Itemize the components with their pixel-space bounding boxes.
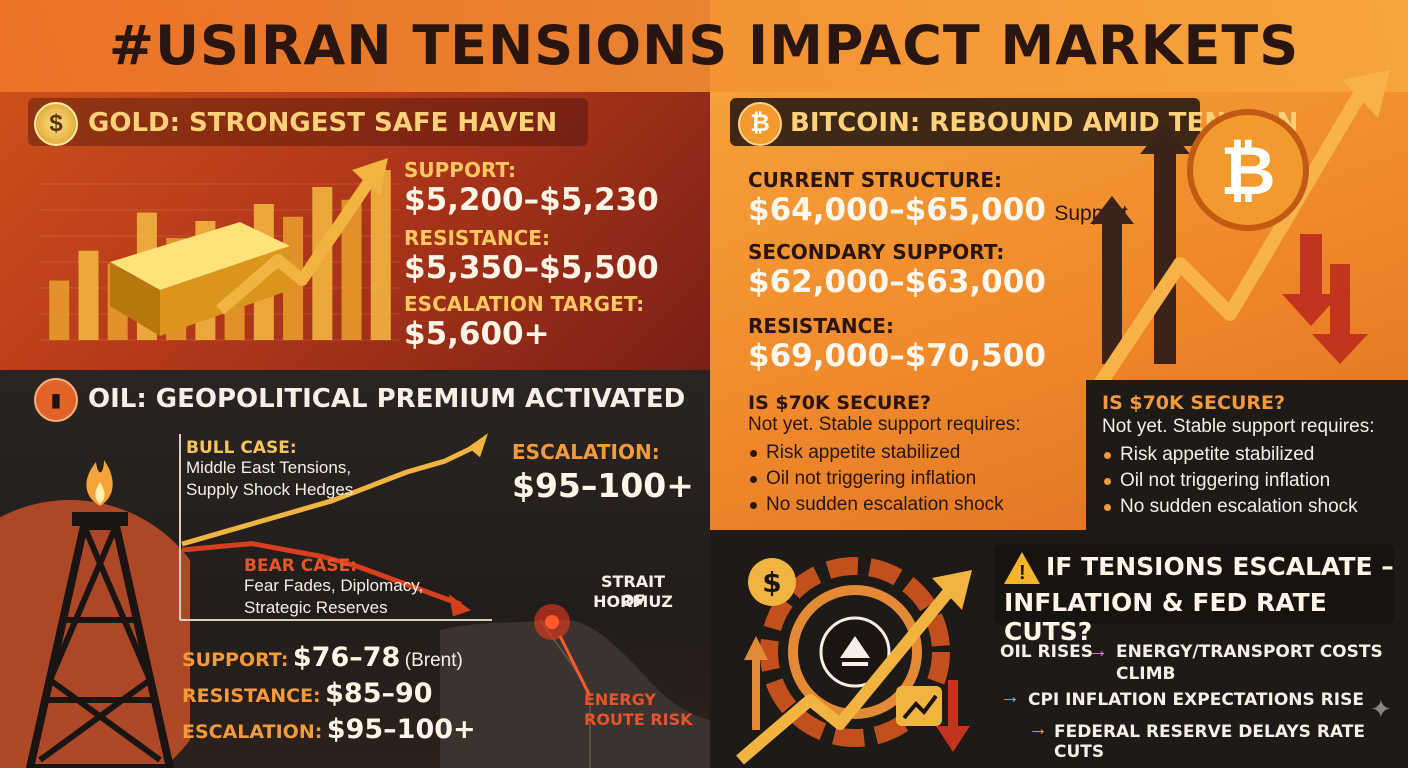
oil-support-row: SUPPORT: $76–78 (Brent) [182,642,463,673]
arrow-right-icon: → [1088,640,1108,662]
oil-support-label: SUPPORT: [182,649,289,671]
oil-resistance-label: RESISTANCE: [182,685,321,707]
gold-resistance-value: $5,350–$5,500 [404,250,659,286]
gold-support-label: SUPPORT: [404,158,517,182]
oil-support-value: $76–78 [292,642,401,673]
btc-answer-left: Not yet. Stable support requires: [748,414,1021,435]
condition-item: Oil not triggering inflation [1102,468,1358,494]
bear-case-line [181,541,462,607]
step2-text: CPI INFLATION EXPECTATIONS RISE [1028,690,1364,710]
page-title: #USIRAN TENSIONS IMPACT MARKETS [108,14,1300,77]
hormuz-map-illustration [440,604,710,768]
bear-case-label: BEAR CASE: [244,556,358,576]
oil-scenario-chart [179,433,492,621]
bullet-dot [1104,452,1111,459]
btc-resistance-value: $69,000–$70,500 [748,338,1046,374]
gold-bar [312,187,333,340]
oil-esc-value: $95–100+ [326,714,476,745]
gold-bar [370,170,391,340]
condition-item: No sudden escalation shock [748,492,1004,518]
bear-case-text-2: Strategic Reserves [244,598,388,617]
btc-question-right: IS $70K SECURE? [1102,392,1286,414]
step3-text: FEDERAL RESERVE DELAYS RATE CUTS [1054,722,1365,762]
condition-item: Oil not triggering inflation [748,466,1004,492]
bullet-dot [1104,478,1111,485]
warning-triangle-icon [1004,552,1040,584]
gold-target-label: ESCALATION TARGET: [404,292,645,316]
gold-heading-bar [28,98,588,146]
oil-heading: OIL: GEOPOLITICAL PREMIUM ACTIVATED [88,384,686,414]
energy-risk-label-2: ROUTE RISK [584,710,693,729]
gold-chart [40,158,400,341]
svg-text:₿: ₿ [1220,132,1275,211]
btc-current-label: CURRENT STRUCTURE: [748,168,1003,192]
oil-resistance-value: $85–90 [325,678,433,709]
gold-bar [78,250,99,340]
escalation-heading-1: IF TENSIONS ESCALATE – [1046,552,1394,581]
dollar-coin-icon: $ [34,102,78,146]
bullet-dot [750,502,757,509]
gold-target-value: $5,600+ [404,316,550,352]
oil-escalation-value: $95–100+ [512,466,694,505]
condition-item: Risk appetite stabilized [1102,442,1358,468]
btc-answer-right: Not yet. Stable support requires: [1102,416,1375,437]
bitcoin-coin-icon [1187,109,1309,231]
btc-resistance-label: RESISTANCE: [748,314,894,338]
warning-mark: ! [1019,562,1026,584]
step1-effect-2: CLIMB [1116,664,1176,684]
sparkle-icon: ✦ [1370,694,1392,724]
step1-cause: OIL RISES [1000,642,1094,662]
oil-derrick-illustration [0,460,190,768]
escalation-heading-bar [994,544,1394,624]
btc-conditions-right: Risk appetite stabilized Oil not trigger… [1102,442,1358,520]
btc-current-value: $64,000–$65,000 [748,192,1046,228]
escalation-heading-2: INFLATION & FED RATE CUTS? [1004,588,1327,646]
gold-bar [49,280,70,340]
fed-gear-illustration: $ [736,557,972,765]
svg-text:$: $ [762,566,781,599]
gold-up-arrow [216,158,388,315]
btc-conditions-left: Risk appetite stabilized Oil not trigger… [748,440,1004,518]
condition-item: Risk appetite stabilized [748,440,1004,466]
gold-support-value: $5,200–$5,230 [404,182,659,218]
bull-case-label: BULL CASE: [186,438,297,458]
btc-question-left: IS $70K SECURE? [748,392,932,414]
oil-escalation-label: ESCALATION: [512,440,660,464]
arrow-right-icon: → [1000,686,1020,708]
bullet-dot [750,476,757,483]
bull-case-text-2: Supply Shock Hedges [186,480,354,499]
dollar-coin-icon [748,558,796,606]
oil-escalation-row: ESCALATION: $95–100+ [182,714,476,745]
oil-esc-label: ESCALATION: [182,721,323,743]
title-band [0,0,1408,92]
bitcoin-icon: ₿ [738,102,782,146]
gold-heading: GOLD: STRONGEST SAFE HAVEN [88,108,558,138]
step1-effect-1: ENERGY/TRANSPORT COSTS [1116,642,1383,662]
gold-bar [341,199,362,340]
bitcoin-heading-bar [730,98,1200,146]
btc-dark-box [1086,380,1408,530]
energy-risk-label-1: ENERGY [584,690,656,709]
strait-label-2: HORMUZ [593,592,673,611]
condition-item: No sudden escalation shock [1102,494,1358,520]
bull-case-text-1: Middle East Tensions, [186,458,352,477]
arrow-right-icon: → [1028,718,1048,740]
strait-label-1: STRAIT OF [600,572,665,610]
bullet-dot [1104,504,1111,511]
bullet-dot [750,450,757,457]
btc-secondary-value: $62,000–$63,000 [748,264,1046,300]
btc-secondary-label: SECONDARY SUPPORT: [748,240,1005,264]
bear-case-text-1: Fear Fades, Diplomacy, [244,576,424,595]
bull-case-line [181,440,484,547]
gold-resistance-label: RESISTANCE: [404,226,550,250]
oil-resistance-row: RESISTANCE: $85–90 [182,678,433,709]
oil-support-note: (Brent) [404,650,463,671]
oil-barrel-icon: ▮ [34,378,78,422]
gold-ingot-illustration [110,222,290,336]
bitcoin-arrows-illustration: ₿ [1090,70,1390,388]
